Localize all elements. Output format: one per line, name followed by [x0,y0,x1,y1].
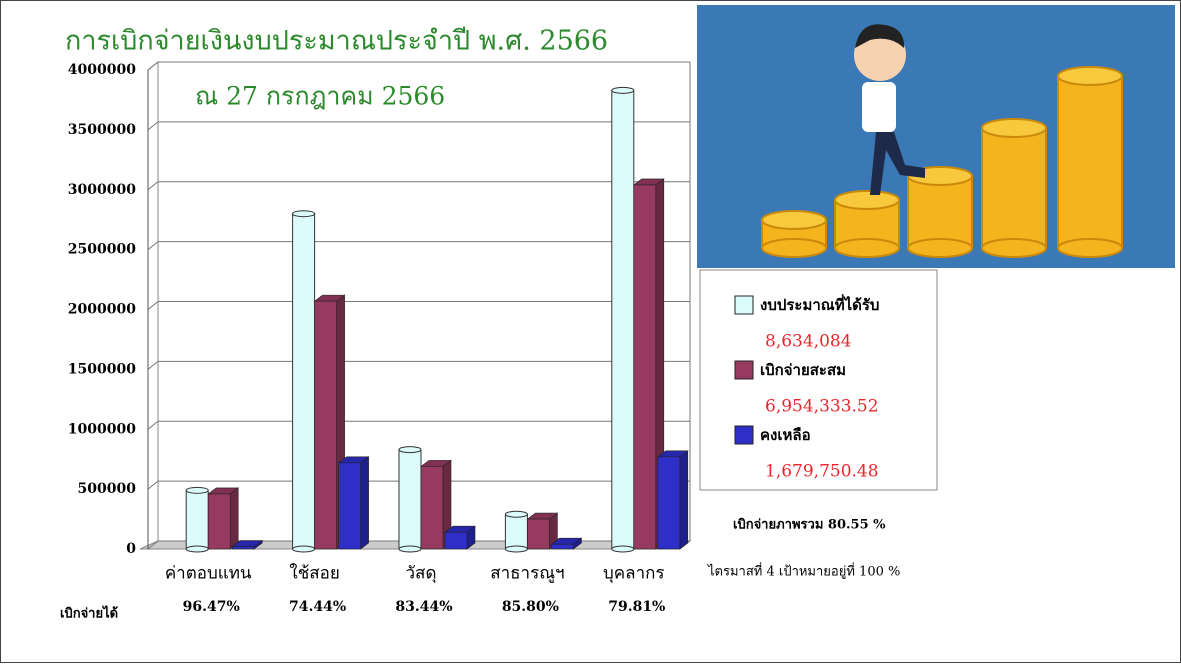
rate-label: เบิกจ่ายได้ [60,605,118,622]
bar [232,547,254,549]
illustration [697,5,1175,268]
x-tick-label: วัสดุ [406,564,437,584]
bar-bottom [293,546,315,552]
legend-swatch [735,361,753,379]
legend-label: เบิกจ่ายสะสม [760,361,846,379]
y-tick-label: 1000000 [68,421,136,437]
rate-value: 96.47% [183,599,240,615]
bar [315,301,337,549]
bar [421,466,443,549]
bar [527,519,549,549]
y-tick-label: 500000 [78,481,137,497]
bar-bottom [186,546,208,552]
legend-swatch [735,296,753,314]
bar-top [505,511,527,517]
bar-top [186,487,208,493]
bar-bottom [505,546,527,552]
legend-label: คงเหลือ [760,426,811,444]
x-tick-label: ค่าตอบแทน [165,564,252,584]
bar [551,544,573,549]
bar-top [399,447,421,453]
bar [293,214,315,549]
x-tick-label: บุคลากร [603,564,665,584]
chart-subtitle: ณ 27 กรกฎาคม 2566 [195,82,445,111]
bar-side [361,457,369,549]
bar [445,532,467,549]
x-tick-label: สาธารณูฯ [490,564,564,584]
y-tick-label: 3500000 [68,122,136,138]
bar [634,185,656,549]
y-tick-label: 2000000 [68,302,136,318]
note: ไตรมาสที่ 4 เป้าหมายอยู่ที่ 100 % [707,563,900,580]
bar [505,514,527,549]
bar-bottom [612,546,634,552]
bar [612,90,634,549]
legend-total: 1,679,750.48 [765,462,879,482]
x-tick-label: ใช้สอย [289,563,339,584]
bar [339,463,361,549]
chart-title: การเบิกจ่ายเงินงบประมาณประจำปี พ.ศ. 2566 [65,26,608,57]
bar-top [293,211,315,217]
rate-value: 83.44% [395,599,452,615]
y-tick-label: 1500000 [68,361,136,377]
bar [399,450,421,549]
bar-side [680,451,688,549]
chart: การเบิกจ่ายเงินงบประมาณประจำปี พ.ศ. 2566… [0,0,1181,663]
legend-total: 8,634,084 [765,332,852,352]
bar-side [230,488,238,549]
note: เบิกจ่ายภาพรวม 80.55 % [733,518,886,533]
bar-top [612,87,634,93]
y-tick-label: 4000000 [68,62,136,78]
y-tick-label: 0 [126,541,136,557]
rate-value: 79.81% [608,599,665,615]
legend-total: 6,954,333.52 [765,397,879,417]
rate-value: 85.80% [502,599,559,615]
bar [186,490,208,549]
bar [658,457,680,549]
y-tick-label: 2500000 [68,242,136,258]
bar [208,494,230,549]
legend-label: งบประมาณที่ได้รับ [760,294,879,314]
legend-swatch [735,426,753,444]
bar-bottom [399,546,421,552]
y-tick-label: 3000000 [68,182,136,198]
rate-value: 74.44% [289,599,346,615]
